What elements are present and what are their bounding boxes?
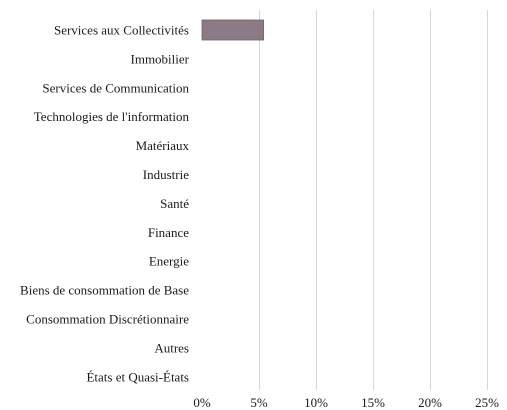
category-label-2: Services de Communication xyxy=(42,80,189,95)
category-labels: Services aux Collectivités Immobilier Serv… xyxy=(20,23,190,385)
grid-lines xyxy=(259,10,488,390)
category-label-12: États et Quasi-États xyxy=(86,369,189,384)
category-label-0: Services aux Collectivités xyxy=(54,23,189,38)
category-label-7: Finance xyxy=(148,225,189,240)
category-label-1: Immobilier xyxy=(131,51,190,66)
x-tick-label-1: 5% xyxy=(250,395,268,410)
category-label-10: Consommation Discrétionnaire xyxy=(26,312,189,327)
x-tick-label-3: 15% xyxy=(361,395,385,410)
category-label-6: Santé xyxy=(160,196,189,211)
category-label-8: Energie xyxy=(149,254,189,269)
category-label-4: Matériaux xyxy=(136,138,190,153)
category-label-3: Technologies de l'information xyxy=(34,109,190,124)
x-tick-label-2: 10% xyxy=(304,395,328,410)
category-label-5: Industrie xyxy=(143,167,189,182)
category-label-11: Autres xyxy=(154,340,189,355)
bars xyxy=(201,19,264,41)
x-tick-label-0: 0% xyxy=(193,395,211,410)
x-tick-label-4: 20% xyxy=(418,395,442,410)
category-label-9: Biens de consommation de Base xyxy=(20,283,189,298)
bar-0 xyxy=(201,19,264,41)
x-tick-label-5: 25% xyxy=(475,395,499,410)
x-tick-labels: 0% 5% 10% 15% 20% 25% xyxy=(193,395,499,410)
